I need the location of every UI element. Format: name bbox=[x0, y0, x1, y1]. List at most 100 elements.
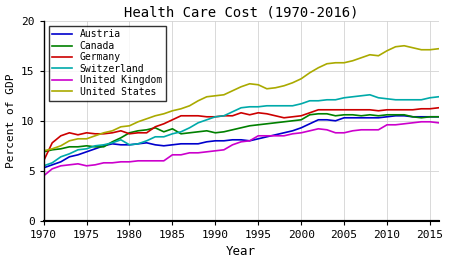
Switzerland bbox=[298, 102, 304, 105]
Canada bbox=[41, 150, 46, 153]
United States bbox=[75, 137, 81, 140]
Y-axis label: Percent of GDP: Percent of GDP bbox=[5, 74, 16, 168]
United Kingdom bbox=[153, 159, 158, 162]
United States bbox=[204, 95, 209, 98]
United Kingdom bbox=[58, 164, 63, 167]
Austria bbox=[418, 115, 424, 118]
United States bbox=[307, 71, 312, 74]
Austria bbox=[153, 143, 158, 147]
United States bbox=[418, 48, 424, 51]
Austria bbox=[50, 163, 55, 166]
Switzerland bbox=[67, 152, 72, 155]
Germany bbox=[187, 114, 192, 117]
Switzerland bbox=[110, 141, 115, 144]
United States bbox=[350, 59, 356, 62]
United Kingdom bbox=[281, 134, 287, 137]
Germany bbox=[161, 122, 166, 125]
Switzerland bbox=[204, 118, 209, 121]
Austria bbox=[367, 116, 373, 119]
Switzerland bbox=[238, 106, 244, 109]
Germany bbox=[367, 108, 373, 111]
Austria bbox=[58, 160, 63, 163]
United Kingdom bbox=[170, 153, 175, 156]
Line: Austria: Austria bbox=[44, 116, 439, 168]
Austria bbox=[307, 122, 312, 125]
United States bbox=[342, 61, 347, 64]
Switzerland bbox=[247, 105, 252, 108]
Line: Germany: Germany bbox=[44, 108, 439, 161]
Switzerland bbox=[315, 99, 321, 102]
Switzerland bbox=[256, 105, 261, 108]
Canada bbox=[135, 129, 141, 132]
Canada bbox=[359, 114, 364, 117]
United States bbox=[127, 124, 132, 127]
Canada bbox=[247, 124, 252, 127]
Austria bbox=[118, 143, 124, 147]
United States bbox=[427, 48, 432, 51]
Germany bbox=[393, 108, 398, 111]
Canada bbox=[221, 130, 227, 133]
United States bbox=[230, 89, 235, 92]
United States bbox=[58, 144, 63, 147]
United Kingdom bbox=[410, 121, 415, 124]
United States bbox=[315, 66, 321, 69]
Switzerland bbox=[187, 126, 192, 129]
United States bbox=[144, 117, 149, 120]
Germany bbox=[238, 111, 244, 114]
Canada bbox=[238, 126, 244, 129]
Germany bbox=[427, 107, 432, 110]
Switzerland bbox=[350, 95, 356, 98]
Canada bbox=[161, 130, 166, 133]
Austria bbox=[315, 118, 321, 121]
Germany bbox=[67, 131, 72, 134]
United Kingdom bbox=[342, 131, 347, 134]
United Kingdom bbox=[436, 121, 441, 124]
Germany bbox=[307, 111, 312, 114]
Germany bbox=[401, 108, 407, 111]
Germany bbox=[127, 132, 132, 135]
United States bbox=[367, 53, 373, 56]
Switzerland bbox=[333, 98, 338, 101]
Germany bbox=[359, 108, 364, 111]
Canada bbox=[307, 113, 312, 116]
United Kingdom bbox=[67, 163, 72, 166]
Canada bbox=[384, 113, 390, 116]
Austria bbox=[204, 140, 209, 143]
Switzerland bbox=[221, 114, 227, 117]
Switzerland bbox=[118, 138, 124, 142]
Germany bbox=[247, 113, 252, 116]
Germany bbox=[144, 131, 149, 134]
Canada bbox=[367, 113, 373, 116]
United States bbox=[324, 62, 330, 65]
Germany bbox=[195, 114, 201, 117]
Canada bbox=[376, 114, 381, 117]
Austria bbox=[92, 147, 98, 150]
Switzerland bbox=[290, 104, 295, 107]
Germany bbox=[264, 112, 270, 115]
United States bbox=[393, 45, 398, 48]
Austria bbox=[298, 126, 304, 129]
United States bbox=[135, 120, 141, 123]
Switzerland bbox=[410, 98, 415, 101]
Canada bbox=[110, 140, 115, 143]
Canada bbox=[410, 115, 415, 118]
Canada bbox=[92, 145, 98, 148]
United Kingdom bbox=[84, 164, 89, 167]
Austria bbox=[41, 166, 46, 169]
Austria bbox=[393, 114, 398, 117]
Switzerland bbox=[58, 155, 63, 158]
Austria bbox=[170, 143, 175, 147]
Germany bbox=[290, 115, 295, 118]
United Kingdom bbox=[41, 174, 46, 177]
Line: Switzerland: Switzerland bbox=[44, 95, 439, 166]
Switzerland bbox=[92, 144, 98, 147]
Title: Health Care Cost (1970-2016): Health Care Cost (1970-2016) bbox=[124, 6, 358, 20]
Canada bbox=[213, 131, 218, 134]
Switzerland bbox=[401, 98, 407, 101]
Switzerland bbox=[418, 98, 424, 101]
Canada bbox=[290, 119, 295, 122]
Austria bbox=[264, 135, 270, 138]
Canada bbox=[418, 116, 424, 119]
Canada bbox=[204, 129, 209, 132]
Austria bbox=[401, 114, 407, 117]
